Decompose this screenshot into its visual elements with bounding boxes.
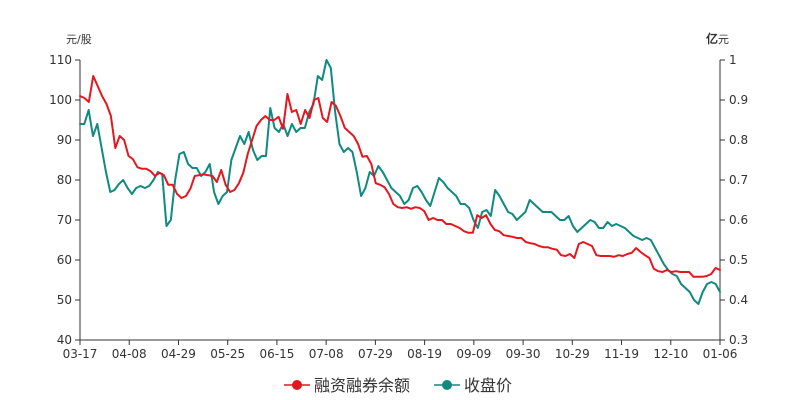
left-axis-unit: 元/股	[66, 33, 92, 46]
left-tick-label: 40	[57, 333, 72, 347]
legend-swatch-close-marker	[442, 380, 452, 390]
x-axis-ticks: 03-17 04-08 04-29 05-25 06-15 07-08 07-29 08-19…	[63, 340, 738, 361]
right-tick-label: 1	[729, 53, 737, 67]
right-tick-label: 0.4	[729, 293, 748, 307]
x-tick-label: 03-17	[63, 347, 98, 361]
right-tick-label: 0.9	[729, 93, 748, 107]
x-tick-label: 04-08	[112, 347, 147, 361]
x-axis: 03-17 04-08 04-29 05-25 06-15 07-08 07-29 08-19…	[63, 339, 738, 361]
right-axis-ticks: 0.3 0.4 0.5 0.6 0.7 0.8 0.9 1	[720, 53, 748, 347]
x-tick-label: 05-25	[210, 347, 245, 361]
left-tick-label: 80	[57, 173, 72, 187]
series-layer	[79, 59, 721, 305]
x-tick-label: 04-29	[161, 347, 196, 361]
left-axis: 40 50 60 70 80 90 100 110	[49, 53, 81, 347]
left-tick-label: 90	[57, 133, 72, 147]
x-tick-label: 10-29	[555, 347, 590, 361]
right-unit-bold: 亿	[706, 31, 718, 46]
legend-item-close[interactable]: 收盘价	[434, 376, 512, 395]
x-tick-label: 09-30	[506, 347, 541, 361]
x-tick-label: 07-08	[309, 347, 344, 361]
series-line-margin-balance	[79, 75, 721, 278]
right-axis-unit: 亿元	[706, 31, 729, 46]
x-tick-label: 09-09	[456, 347, 491, 361]
legend: 融资融券余额 收盘价	[284, 376, 512, 395]
right-unit-rest: 元	[718, 33, 729, 46]
legend-item-margin[interactable]: 融资融券余额	[284, 376, 410, 395]
x-tick-label: 07-29	[358, 347, 393, 361]
right-tick-label: 0.6	[729, 213, 748, 227]
series-line-close-price	[79, 59, 721, 305]
x-tick-label: 11-19	[604, 347, 639, 361]
left-axis-ticks: 40 50 60 70 80 90 100 110	[49, 53, 80, 347]
left-tick-label: 100	[49, 93, 72, 107]
right-tick-label: 0.5	[729, 253, 748, 267]
legend-label-close: 收盘价	[464, 376, 512, 395]
left-tick-label: 70	[57, 213, 72, 227]
right-axis: 0.3 0.4 0.5 0.6 0.7 0.8 0.9 1	[719, 53, 748, 347]
x-tick-label: 06-15	[259, 347, 294, 361]
x-tick-label: 08-19	[407, 347, 442, 361]
left-tick-label: 50	[57, 293, 72, 307]
x-tick-label: 12-10	[653, 347, 688, 361]
left-tick-label: 110	[49, 53, 72, 67]
right-tick-label: 0.8	[729, 133, 748, 147]
legend-label-margin: 融资融券余额	[314, 376, 410, 395]
legend-swatch-margin-marker	[292, 380, 302, 390]
x-tick-label: 01-06	[703, 347, 738, 361]
right-tick-label: 0.7	[729, 173, 748, 187]
right-tick-label: 0.3	[729, 333, 748, 347]
left-tick-label: 60	[57, 253, 72, 267]
